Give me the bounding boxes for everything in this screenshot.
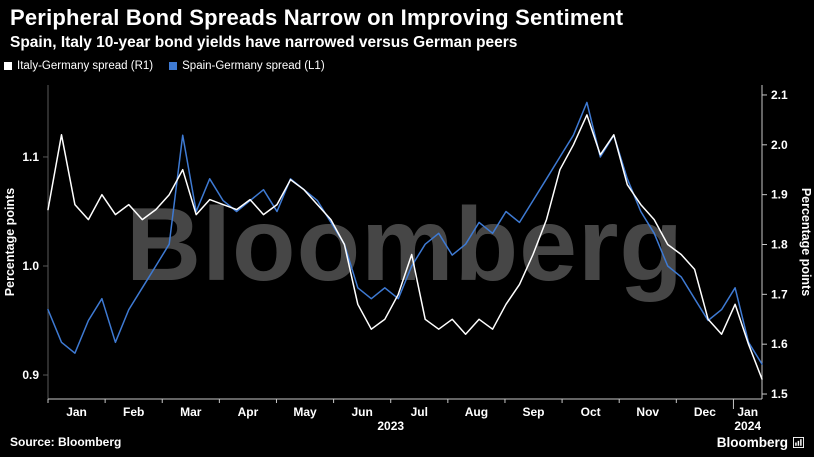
italy-series-swatch [4,62,12,70]
page-subtitle: Spain, Italy 10-year bond yields have na… [10,34,518,51]
bond-spread-chart: Bloomberg 2.1 2.0 1.9 1.8 1.7 1.6 1.5 1.1 1.0 0.9 J… [3,85,813,431]
svg-text:1.0: 1.0 [22,259,39,273]
page-title: Peripheral Bond Spreads Narrow on Improv… [10,5,624,30]
source-label: Source: Bloomberg [10,435,122,449]
svg-text:Mar: Mar [180,405,202,419]
svg-text:Aug: Aug [465,405,488,419]
svg-text:1.8: 1.8 [771,237,788,251]
svg-text:Jan: Jan [66,405,87,419]
legend-item-italy: Italy-Germany spread (R1) [4,60,153,72]
bloomberg-terminal-icon [793,436,804,448]
bloomberg-logo: Bloomberg [717,435,804,450]
svg-text:2.1: 2.1 [771,88,788,102]
svg-text:Jul: Jul [411,405,428,419]
svg-text:Sep: Sep [523,405,545,419]
bloomberg-wordmark: Bloomberg [716,434,788,450]
svg-text:Oct: Oct [581,405,601,419]
legend-label-italy: Italy-Germany spread (R1) [17,60,154,72]
svg-text:1.1: 1.1 [22,150,39,164]
footer: Source: Bloomberg Bloomberg [0,427,814,457]
chart-header: Peripheral Bond Spreads Narrow on Improv… [0,0,814,52]
svg-text:Dec: Dec [694,405,716,419]
spain-series-swatch [169,62,178,70]
svg-text:1.9: 1.9 [771,188,788,202]
svg-text:2023: 2023 [377,419,404,431]
svg-text:Apr: Apr [238,405,259,419]
svg-text:1.5: 1.5 [771,387,788,401]
svg-text:Jun: Jun [351,405,372,419]
svg-text:Percentage points: Percentage points [3,188,17,296]
svg-text:May: May [293,405,317,419]
svg-text:2.0: 2.0 [771,138,788,152]
svg-text:1.6: 1.6 [771,337,788,351]
svg-text:1.7: 1.7 [771,287,788,301]
svg-text:2024: 2024 [734,419,761,431]
svg-text:Percentage points: Percentage points [799,188,813,296]
legend-item-spain: Spain-Germany spread (L1) [169,60,325,72]
svg-text:Bloomberg: Bloomberg [126,187,684,303]
svg-text:0.9: 0.9 [22,368,39,382]
legend: Italy-Germany spread (R1) Spain-Germany … [0,52,814,73]
svg-text:Nov: Nov [636,405,659,419]
svg-text:Jan: Jan [737,405,758,419]
legend-label-spain: Spain-Germany spread (L1) [182,60,325,72]
svg-text:Feb: Feb [123,405,144,419]
